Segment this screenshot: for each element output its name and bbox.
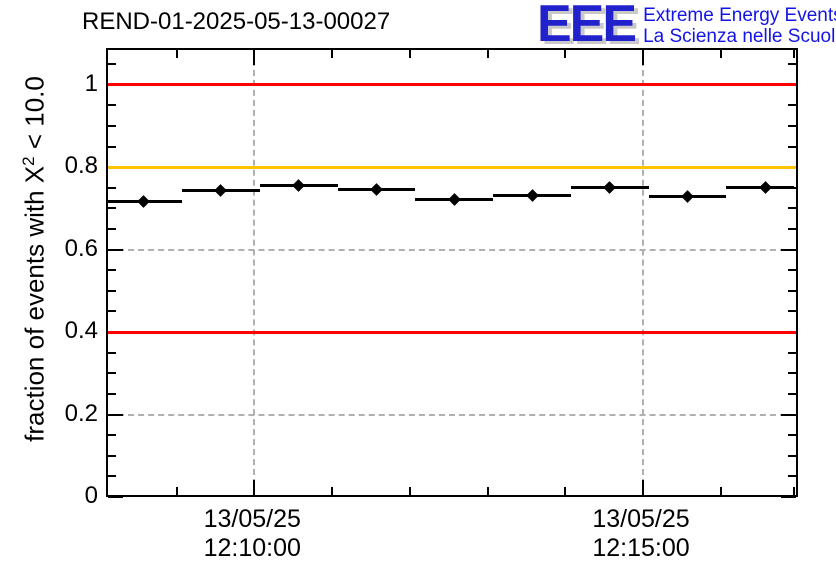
y-minor-tick-mirror — [788, 454, 796, 457]
data-point-marker — [370, 183, 383, 197]
data-point-marker — [214, 184, 228, 198]
x-tick-label: 13/05/25 12:15:00 — [551, 505, 731, 563]
y-minor-tick-mirror — [788, 392, 796, 395]
y-minor-tick — [108, 372, 116, 375]
data-point-marker — [292, 178, 306, 192]
y-tick-label: 0.8 — [64, 152, 98, 180]
y-minor-tick — [108, 207, 116, 210]
y-tick-label: 0.6 — [64, 234, 98, 262]
y-tick-label: 0.2 — [64, 399, 98, 427]
x-tick-label-date: 13/05/25 — [592, 505, 690, 533]
x-minor-tick — [719, 487, 722, 495]
y-major-tick-mirror — [781, 413, 796, 416]
y-minor-tick — [108, 63, 116, 66]
x-tick-label: 13/05/25 12:10:00 — [162, 505, 342, 563]
y-minor-tick — [108, 454, 116, 457]
y-gridline — [108, 248, 796, 251]
y-major-tick — [108, 413, 123, 416]
y-minor-tick — [108, 124, 116, 127]
reference-line — [108, 330, 796, 334]
x-minor-tick-mirror — [408, 50, 411, 58]
y-minor-tick — [108, 145, 116, 148]
data-point-marker — [136, 195, 150, 209]
y-tick-label: 0 — [84, 482, 98, 509]
x-minor-tick-mirror — [175, 50, 178, 58]
y-minor-tick-mirror — [788, 351, 796, 354]
x-gridline — [253, 50, 256, 495]
x-minor-tick-mirror — [486, 50, 489, 58]
y-minor-tick-mirror — [788, 475, 796, 478]
y-gridline — [108, 413, 796, 416]
eee-logo-text: Extreme Energy Events La Scienza nelle S… — [643, 5, 836, 47]
reference-line — [108, 165, 796, 169]
x-minor-tick — [486, 487, 489, 495]
y-minor-tick-mirror — [788, 228, 796, 230]
x-minor-tick-mirror — [331, 50, 334, 58]
y-major-tick-mirror — [781, 496, 796, 498]
data-point-marker — [681, 190, 694, 203]
y-minor-tick-mirror — [788, 104, 796, 107]
x-tick-label-date: 13/05/25 — [203, 505, 301, 533]
chart-title: REND-01-2025-05-13-00027 — [82, 8, 391, 35]
y-minor-tick-mirror — [788, 289, 796, 292]
y-minor-tick — [108, 475, 116, 478]
x-tick-label-time: 12:15:00 — [592, 534, 690, 562]
y-minor-tick — [108, 269, 116, 272]
y-major-tick — [108, 496, 123, 498]
y-minor-tick-mirror — [788, 124, 796, 127]
data-point-marker — [758, 180, 772, 194]
y-major-tick — [108, 248, 123, 251]
x-minor-tick-mirror — [564, 50, 567, 58]
logo-line-1: Extreme Energy Events — [643, 5, 836, 26]
x-gridline — [642, 50, 645, 495]
data-point-marker — [525, 189, 539, 202]
y-minor-tick-mirror — [788, 145, 796, 148]
y-tick-label: 1 — [84, 69, 98, 97]
y-minor-tick-mirror — [788, 372, 796, 375]
data-point-marker — [603, 180, 617, 194]
y-minor-tick — [108, 351, 116, 354]
x-major-tick-mirror — [642, 50, 645, 65]
x-major-tick-mirror — [253, 50, 256, 65]
y-minor-tick-mirror — [788, 207, 796, 210]
y-minor-tick — [108, 434, 116, 437]
y-minor-tick — [108, 228, 116, 230]
y-minor-tick — [108, 392, 116, 395]
x-major-tick — [253, 480, 256, 495]
eee-logo: EEE Extreme Energy Events La Scienza nel… — [537, 0, 836, 53]
x-tick-label-time: 12:10:00 — [203, 534, 301, 562]
y-minor-tick — [108, 310, 116, 313]
y-minor-tick-mirror — [788, 310, 796, 313]
x-minor-tick — [331, 487, 334, 495]
y-major-tick-mirror — [781, 248, 796, 251]
eee-logo-acronym: EEE — [537, 0, 637, 53]
x-minor-tick — [793, 487, 795, 495]
reference-line — [108, 83, 796, 87]
x-minor-tick — [564, 487, 567, 495]
logo-line-2: La Scienza nelle Scuole — [643, 26, 836, 47]
data-point-marker — [447, 192, 461, 206]
y-minor-tick-mirror — [788, 63, 796, 66]
x-minor-tick — [175, 487, 178, 495]
plot-area — [106, 48, 798, 498]
y-minor-tick — [108, 186, 116, 189]
y-minor-tick-mirror — [788, 269, 796, 272]
x-minor-tick — [408, 487, 411, 495]
y-minor-tick — [108, 289, 116, 292]
x-major-tick — [642, 480, 645, 495]
x-minor-tick-mirror — [793, 50, 795, 58]
y-minor-tick-mirror — [788, 434, 796, 437]
x-minor-tick-mirror — [719, 50, 722, 58]
y-tick-label: 0.4 — [64, 317, 98, 345]
y-minor-tick — [108, 104, 116, 107]
